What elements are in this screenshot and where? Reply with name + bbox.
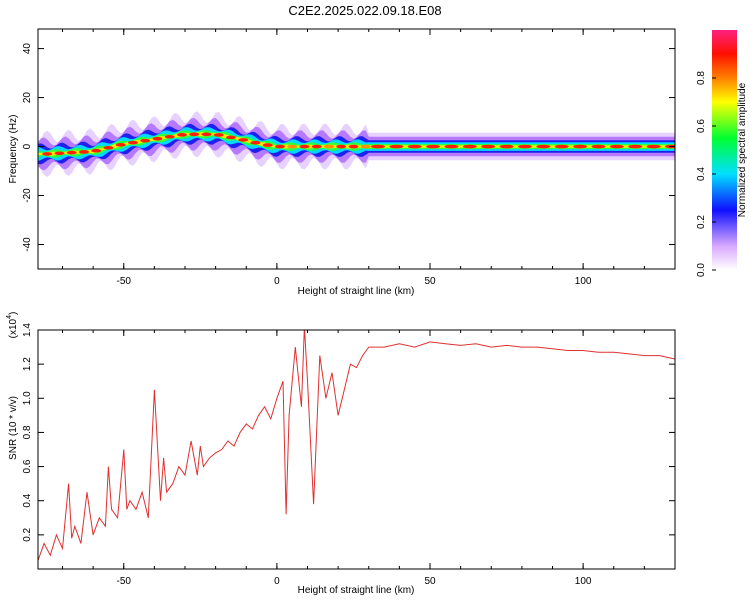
bottom-axis-ticks: -50 0 50 100 0.2 0.4 0.6 0.8 1.0 1.2 1.4 <box>22 323 676 587</box>
bottom-y-tick-label: 0.8 <box>22 425 33 439</box>
bottom-y-tick-label: 0.6 <box>22 459 33 473</box>
heatmap-peak <box>176 132 187 137</box>
top-y-tick-label: 20 <box>22 92 33 104</box>
heatmap-peak <box>370 144 385 149</box>
colorbar-ticks: 0.0 0.2 0.4 0.6 0.8 <box>696 71 716 277</box>
bottom-x-tick-label: -50 <box>117 576 132 587</box>
heatmap-peak <box>481 144 496 149</box>
heatmap-peak <box>311 144 322 149</box>
svg-text:(x104): (x104) <box>6 312 19 339</box>
heatmap-peak <box>444 144 459 149</box>
heatmap-peak <box>66 150 77 155</box>
heatmap-peak <box>360 144 371 149</box>
y-multiplier-exp: 4 <box>6 315 13 319</box>
heatmap-peak <box>152 136 163 141</box>
colorbar-gradient <box>712 30 737 270</box>
top-y-tick-label: -20 <box>22 188 33 203</box>
heatmap-peak <box>389 144 404 149</box>
heatmap-peak <box>499 144 514 149</box>
snr-line <box>38 330 675 561</box>
heatmap-peak <box>628 144 643 149</box>
heatmap-peak <box>213 133 224 137</box>
figure-title: C2E2.2025.022.09.18.E08 <box>288 3 441 18</box>
heatmap-peak <box>407 144 422 149</box>
heatmap-peak <box>287 144 298 149</box>
bottom-x-axis-label: Height of straight line (km) <box>298 585 415 596</box>
colorbar-tick-label: 0.8 <box>696 71 707 85</box>
heatmap-peak <box>54 151 65 156</box>
heatmap-peak <box>462 144 477 149</box>
top-y-tick-label: 40 <box>22 43 33 55</box>
top-axis-ticks: -50 0 50 100 -40 -20 0 20 40 <box>22 29 676 287</box>
top-x-axis-label: Height of straight line (km) <box>298 286 415 297</box>
spectrogram-panel: -50 0 50 100 -40 -20 0 20 40 Height of straight … <box>8 28 676 297</box>
heatmap-band <box>38 130 675 158</box>
bottom-x-tick-label: 0 <box>274 576 280 587</box>
heatmap-peak <box>42 152 53 156</box>
colorbar-tick-label: 0.2 <box>696 215 707 229</box>
heatmap-peak <box>554 144 569 149</box>
heatmap-peak <box>115 143 126 147</box>
heatmap-peak <box>348 144 359 149</box>
top-plot-frame <box>37 28 676 270</box>
heatmap-peak <box>164 134 175 139</box>
bottom-y-tick-label: 1.2 <box>22 357 33 371</box>
heatmap-peak <box>274 144 285 149</box>
top-x-tick-label: 50 <box>424 276 436 287</box>
heatmap-peak <box>646 144 661 149</box>
top-x-tick-label: 100 <box>575 276 592 287</box>
heatmap-peak <box>127 140 138 145</box>
colorbar-tick-label: 0.6 <box>696 119 707 133</box>
heatmap-peak <box>536 144 551 149</box>
y-multiplier-base: (x10 <box>8 318 19 338</box>
heatmap-peak <box>140 138 151 143</box>
heatmap-peak <box>573 144 588 149</box>
heatmap-peak <box>91 148 102 153</box>
heatmap-peak <box>238 138 249 142</box>
heatmap-ridge <box>38 111 675 177</box>
bottom-y-tick-label: 1.0 <box>22 391 33 405</box>
colorbar-tick-label: 0.0 <box>696 263 707 277</box>
heatmap-peak <box>201 132 212 137</box>
heatmap-peak <box>225 135 236 140</box>
heatmap-peak <box>609 144 624 149</box>
heatmap-peak <box>426 144 441 149</box>
bottom-y-tick-label: 1.4 <box>22 323 33 337</box>
top-y-tick-label: 0 <box>22 143 33 149</box>
bottom-plot-frame <box>37 329 676 570</box>
heatmap-peak <box>262 143 273 147</box>
bottom-x-tick-label: 50 <box>424 576 436 587</box>
top-x-tick-label: 0 <box>274 276 280 287</box>
heatmap-peak <box>103 145 114 150</box>
heatmap-peak <box>299 144 310 149</box>
top-x-tick-label: -50 <box>117 276 132 287</box>
colorbar-tick-label: 0.4 <box>696 167 707 181</box>
heatmap-peak <box>336 144 347 149</box>
bottom-y-tick-label: 0.4 <box>22 493 33 507</box>
top-y-axis-label: Frequency (Hz) <box>8 115 19 184</box>
bottom-y-axis-label: SNR (10 * v/v) <box>8 396 19 460</box>
y-multiplier: (x104) <box>6 312 19 339</box>
heatmap-peak <box>189 132 200 137</box>
bottom-x-tick-label: 100 <box>575 576 592 587</box>
colorbar: 0.0 0.2 0.4 0.6 0.8 Normalized spectral ampl… <box>696 30 748 277</box>
snr-line-group <box>38 330 675 561</box>
heatmap-peak <box>591 144 606 149</box>
snr-panel: -50 0 50 100 0.2 0.4 0.6 0.8 1.0 1.2 1.4 Height of… <box>6 312 676 596</box>
heatmap-peak <box>250 140 261 145</box>
heatmap-peak <box>323 144 334 149</box>
top-y-tick-label: -40 <box>22 237 33 252</box>
heatmap-peak <box>517 144 532 149</box>
colorbar-label: Normalized spectral amplitude <box>737 82 748 217</box>
heatmap-peak <box>78 150 89 154</box>
bottom-y-tick-label: 0.2 <box>22 527 33 541</box>
